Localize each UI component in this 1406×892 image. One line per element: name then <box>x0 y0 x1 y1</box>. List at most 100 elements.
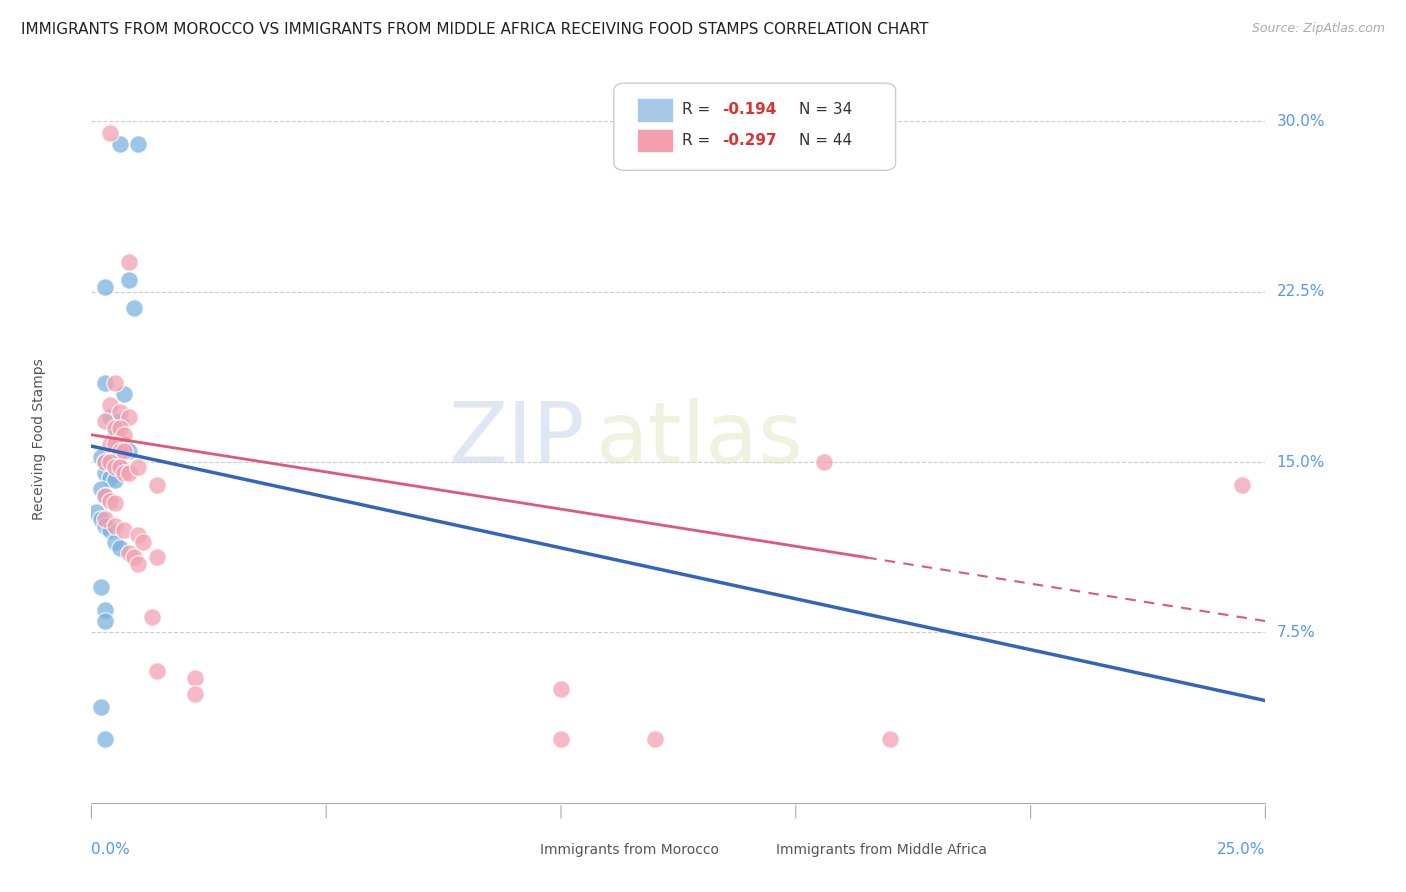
Point <box>127 136 149 151</box>
FancyBboxPatch shape <box>637 128 672 153</box>
Text: 22.5%: 22.5% <box>1277 285 1324 299</box>
Text: -0.297: -0.297 <box>721 133 776 148</box>
Point <box>644 732 666 747</box>
Point <box>118 255 141 269</box>
Point <box>94 455 117 469</box>
Point <box>98 471 121 485</box>
Point <box>90 700 112 714</box>
Point <box>94 467 117 481</box>
Point <box>104 518 127 533</box>
Point <box>98 437 121 451</box>
Text: Receiving Food Stamps: Receiving Food Stamps <box>31 359 45 520</box>
FancyBboxPatch shape <box>614 83 896 170</box>
Point <box>550 732 572 747</box>
Point <box>94 489 117 503</box>
Point <box>141 609 163 624</box>
Text: 0.0%: 0.0% <box>91 842 131 856</box>
Point <box>112 443 135 458</box>
Point <box>127 459 149 474</box>
Point <box>90 512 112 526</box>
Point <box>104 437 127 451</box>
Point <box>108 541 131 556</box>
Point <box>146 477 169 491</box>
Point <box>118 546 141 560</box>
Point <box>90 580 112 594</box>
Text: 30.0%: 30.0% <box>1277 114 1324 128</box>
Point <box>108 414 131 428</box>
Point <box>94 414 117 428</box>
Point <box>108 437 131 451</box>
Text: ZIP: ZIP <box>449 398 585 481</box>
Point <box>108 136 131 151</box>
Point <box>94 489 117 503</box>
Point <box>122 301 145 315</box>
Point <box>94 603 117 617</box>
Point <box>98 409 121 424</box>
Point <box>84 505 107 519</box>
Point <box>98 398 121 412</box>
Text: Immigrants from Morocco: Immigrants from Morocco <box>540 843 718 857</box>
Point <box>118 443 141 458</box>
Point <box>813 455 835 469</box>
Text: R =: R = <box>682 103 716 118</box>
Point <box>90 450 112 465</box>
Point <box>98 493 121 508</box>
Point <box>104 473 127 487</box>
Text: atlas: atlas <box>596 398 804 481</box>
Point <box>104 496 127 510</box>
Point <box>183 687 205 701</box>
Point <box>104 459 127 474</box>
Point <box>94 614 117 628</box>
Point <box>104 421 127 435</box>
Point <box>1230 477 1253 491</box>
Point <box>132 534 155 549</box>
Point <box>104 427 127 442</box>
Point <box>118 409 141 424</box>
Point <box>108 459 131 474</box>
Text: Source: ZipAtlas.com: Source: ZipAtlas.com <box>1251 22 1385 36</box>
Text: N = 34: N = 34 <box>800 103 852 118</box>
Point <box>108 443 131 458</box>
Point <box>146 664 169 678</box>
Point <box>550 682 572 697</box>
FancyBboxPatch shape <box>637 98 672 121</box>
Point <box>118 467 141 481</box>
Point <box>90 483 112 497</box>
Text: IMMIGRANTS FROM MOROCCO VS IMMIGRANTS FROM MIDDLE AFRICA RECEIVING FOOD STAMPS C: IMMIGRANTS FROM MOROCCO VS IMMIGRANTS FR… <box>21 22 928 37</box>
Point <box>94 280 117 294</box>
Text: 15.0%: 15.0% <box>1277 455 1324 469</box>
Point <box>112 427 135 442</box>
Point <box>127 558 149 572</box>
Text: 25.0%: 25.0% <box>1218 842 1265 856</box>
Point <box>112 437 135 451</box>
Point <box>94 732 117 747</box>
Point <box>94 518 117 533</box>
Point <box>98 126 121 140</box>
Text: -0.194: -0.194 <box>721 103 776 118</box>
Point <box>104 376 127 390</box>
Text: Immigrants from Middle Africa: Immigrants from Middle Africa <box>776 843 987 857</box>
Point <box>118 273 141 287</box>
Point <box>108 405 131 419</box>
Point <box>112 523 135 537</box>
Point <box>98 455 121 469</box>
Point <box>104 534 127 549</box>
Point <box>94 376 117 390</box>
Point <box>104 455 127 469</box>
Point <box>122 550 145 565</box>
Point <box>98 523 121 537</box>
Text: 7.5%: 7.5% <box>1277 625 1315 640</box>
FancyBboxPatch shape <box>508 843 534 859</box>
Point <box>112 467 135 481</box>
Point <box>183 671 205 685</box>
Point <box>108 421 131 435</box>
Point <box>98 455 121 469</box>
Point <box>94 455 117 469</box>
Point <box>112 387 135 401</box>
Text: R =: R = <box>682 133 716 148</box>
Point <box>127 527 149 541</box>
Point <box>146 550 169 565</box>
Point <box>108 459 131 474</box>
Point <box>879 732 901 747</box>
Text: N = 44: N = 44 <box>800 133 852 148</box>
